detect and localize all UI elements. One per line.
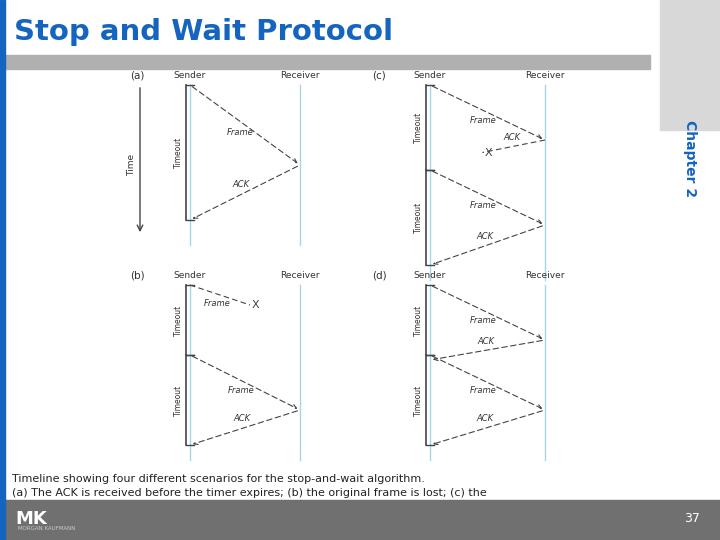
Text: Timeout: Timeout (174, 384, 183, 416)
Text: X: X (252, 300, 260, 310)
Text: (c): (c) (372, 70, 386, 80)
Text: Timeout: Timeout (414, 112, 423, 143)
Text: Sender: Sender (414, 271, 446, 280)
Text: Time: Time (127, 154, 137, 176)
Text: Receiver: Receiver (280, 271, 320, 280)
Text: (a) The ACK is received before the timer expires; (b) the original frame is lost: (a) The ACK is received before the timer… (12, 488, 487, 498)
Text: ACK: ACK (477, 414, 493, 423)
Text: Sender: Sender (174, 71, 206, 80)
Text: Timeout: Timeout (414, 305, 423, 336)
Text: Timeout: Timeout (174, 305, 183, 336)
Text: ACK: ACK (233, 180, 250, 189)
Text: ACK is lost; (d) the timeout fires too soon: ACK is lost; (d) the timeout fires too s… (12, 502, 241, 512)
Text: Frame: Frame (470, 316, 497, 325)
Text: (d): (d) (372, 270, 387, 280)
Text: Timeline showing four different scenarios for the stop-and-wait algorithm.: Timeline showing four different scenario… (12, 474, 425, 484)
Text: 37: 37 (684, 512, 700, 525)
Text: Receiver: Receiver (526, 271, 564, 280)
Text: Sender: Sender (174, 271, 206, 280)
Text: MK: MK (15, 510, 47, 528)
Text: (a): (a) (130, 70, 145, 80)
Text: Frame: Frame (470, 116, 497, 125)
Text: Frame: Frame (228, 386, 254, 395)
Text: Chapter 2: Chapter 2 (683, 120, 697, 197)
Text: ACK: ACK (476, 232, 493, 241)
Text: MORGAN KAUFMANN: MORGAN KAUFMANN (18, 526, 76, 531)
Text: Receiver: Receiver (280, 71, 320, 80)
Text: Frame: Frame (226, 128, 253, 137)
Bar (5, 55, 650, 69)
Bar (660, 0, 720, 130)
Text: X: X (485, 147, 492, 158)
Bar (0, 500, 720, 540)
Text: Timeout: Timeout (414, 384, 423, 416)
Bar (0, 0, 5, 540)
Text: Frame: Frame (204, 299, 230, 308)
Text: Frame: Frame (470, 201, 497, 210)
Text: ACK: ACK (234, 414, 251, 423)
Text: (b): (b) (130, 270, 145, 280)
Text: Receiver: Receiver (526, 71, 564, 80)
Text: Timeout: Timeout (414, 202, 423, 233)
Text: Frame: Frame (470, 386, 497, 395)
Text: Timeout: Timeout (174, 137, 183, 168)
Text: ACK: ACK (503, 133, 521, 142)
Text: Stop and Wait Protocol: Stop and Wait Protocol (14, 18, 393, 46)
Text: Sender: Sender (414, 71, 446, 80)
Text: ACK: ACK (477, 336, 495, 346)
